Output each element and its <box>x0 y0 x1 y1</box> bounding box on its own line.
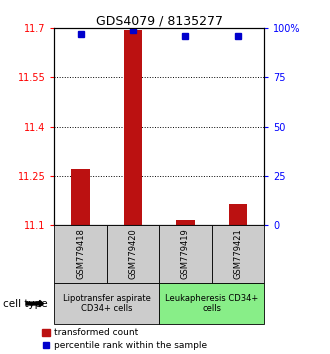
Bar <box>124 30 142 225</box>
Text: Leukapheresis CD34+
cells: Leukapheresis CD34+ cells <box>165 294 258 313</box>
Text: cell type: cell type <box>3 298 48 309</box>
Title: GDS4079 / 8135277: GDS4079 / 8135277 <box>96 14 223 27</box>
Bar <box>72 169 90 225</box>
Text: GSM779418: GSM779418 <box>76 229 85 279</box>
Bar <box>54 283 159 324</box>
Bar <box>229 204 247 225</box>
Bar <box>54 225 107 283</box>
Bar <box>159 283 264 324</box>
Text: Lipotransfer aspirate
CD34+ cells: Lipotransfer aspirate CD34+ cells <box>63 294 151 313</box>
Legend: transformed count, percentile rank within the sample: transformed count, percentile rank withi… <box>43 329 207 350</box>
Text: GSM779421: GSM779421 <box>233 229 242 279</box>
Bar <box>212 225 264 283</box>
Text: GSM779419: GSM779419 <box>181 229 190 279</box>
Bar <box>176 220 195 225</box>
Bar <box>159 225 212 283</box>
Bar <box>107 225 159 283</box>
Text: GSM779420: GSM779420 <box>128 229 138 279</box>
